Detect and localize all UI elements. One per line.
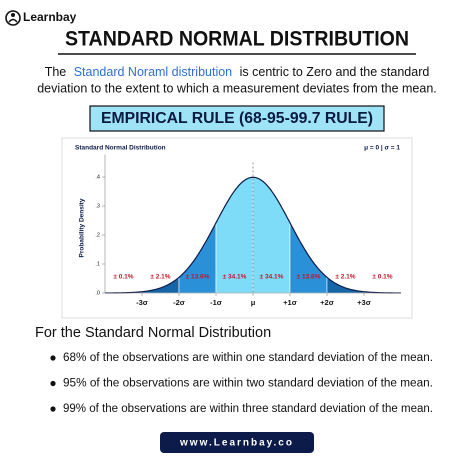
region-label: ± 13.6% <box>297 274 321 281</box>
bullet-text: 99% of the observations are within three… <box>63 403 433 415</box>
x-tick-label: -2σ <box>173 298 185 307</box>
chart-title: Standard Normal Distribution <box>75 145 166 152</box>
bullet-list: 68% of the observations are within one s… <box>50 352 433 415</box>
region-label: ± 34.1% <box>260 274 284 281</box>
region-label: ± 0.1% <box>372 274 392 281</box>
region-label: ± 2.1% <box>150 274 170 281</box>
y-tick-label: .1 <box>95 261 100 267</box>
bullet-dot <box>50 380 56 387</box>
logo-icon <box>5 10 21 26</box>
y-tick-label: .4 <box>95 174 100 180</box>
description-highlight: Standard Noraml distribution <box>74 65 232 79</box>
bullet-text: 95% of the observations are within two s… <box>63 378 433 390</box>
logo: Learnbay <box>23 10 77 24</box>
description-line: deviation to the extent to which a measu… <box>37 81 437 95</box>
x-tick-label: -3σ <box>136 298 148 307</box>
bullet-text: 68% of the observations are within one s… <box>63 352 433 364</box>
description-text: The <box>45 65 67 79</box>
title: STANDARD NORMAL DISTRIBUTION <box>65 28 409 51</box>
bullet-dot <box>50 406 56 412</box>
y-tick-label: .2 <box>95 232 100 238</box>
x-tick-label: +1σ <box>283 298 297 307</box>
bullet-dot <box>50 355 56 361</box>
region-label: ± 2.1% <box>335 274 355 281</box>
region-label: ± 13.6% <box>186 274 210 281</box>
banner: EMPIRICAL RULE (68-95-99.7 RULE) <box>101 110 373 127</box>
banner-box <box>89 105 385 132</box>
y-tick-label: .3 <box>95 203 100 209</box>
description-line: The Standard Noraml distribution is cent… <box>45 65 430 79</box>
region-label: ± 34.1% <box>223 274 247 281</box>
footer: www.Learnbay.co <box>179 438 294 449</box>
chart-subtitle: μ = 0 | σ = 1 <box>364 145 400 152</box>
section-title: For the Standard Normal Distribution <box>35 325 271 341</box>
curve <box>104 176 402 294</box>
chart: Standard Normal Distribution μ = 0 | σ = … <box>75 145 402 307</box>
x-tick-label: -1σ <box>210 298 222 307</box>
footer-box <box>160 432 314 453</box>
x-tick-label: +3σ <box>357 298 371 307</box>
y-tick-label: .0 <box>95 290 100 296</box>
y-axis-label: Probability Density <box>79 198 86 257</box>
description-text: is centric to Zero and the standard <box>240 65 430 79</box>
region-label: ± 0.1% <box>113 274 133 281</box>
x-tick-label: +2σ <box>320 298 334 307</box>
x-tick-label: μ <box>251 298 256 307</box>
